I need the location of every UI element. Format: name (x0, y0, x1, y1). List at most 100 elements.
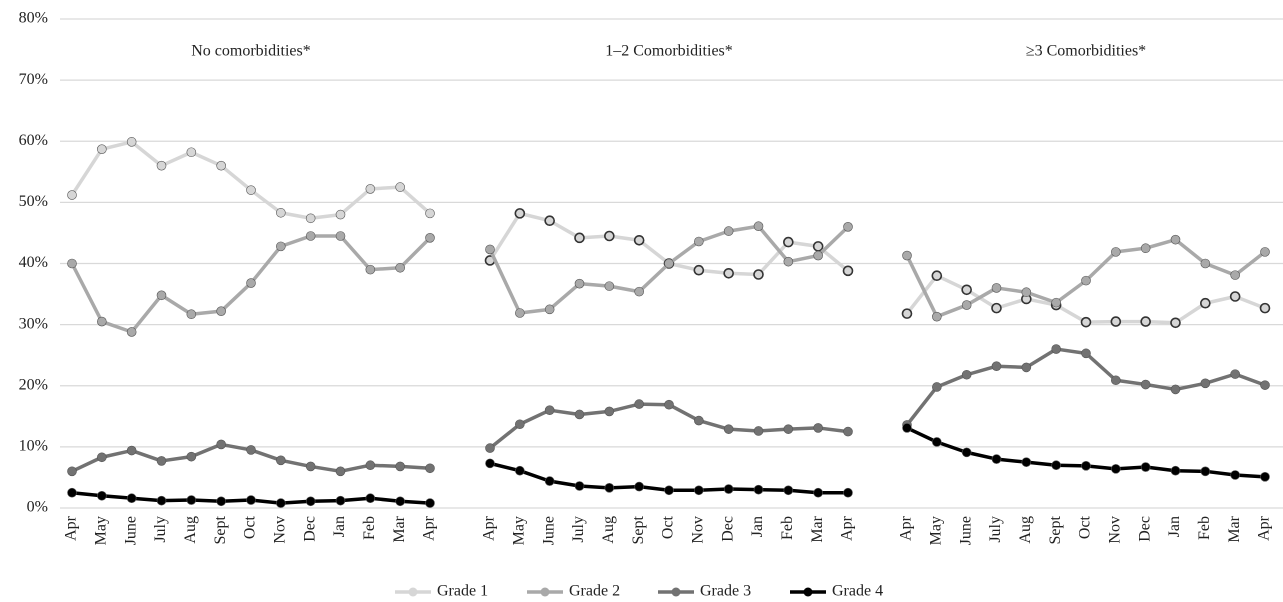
point (186, 495, 197, 505)
point (664, 258, 674, 269)
point (932, 311, 942, 322)
point (1111, 247, 1121, 257)
x-tick-label: Nov (1107, 516, 1124, 544)
x-tick-label: June (122, 516, 139, 545)
point (365, 493, 376, 504)
legend-label: Grade 4 (832, 583, 883, 600)
point (783, 236, 794, 248)
x-tick-label: Sept (1047, 515, 1064, 544)
x-tick-label: May (511, 516, 528, 545)
x-tick-label: Mar (1226, 515, 1243, 542)
point (783, 256, 794, 267)
point (156, 160, 167, 171)
point (335, 231, 346, 241)
point (544, 476, 555, 486)
point (156, 456, 167, 466)
point (1260, 472, 1270, 482)
point (485, 458, 495, 469)
series-line (905, 347, 1266, 426)
point (753, 221, 764, 232)
point (574, 232, 585, 244)
x-tick-label: Apr (63, 515, 80, 541)
point (961, 284, 972, 296)
point (126, 137, 137, 147)
x-tick-label: Sept (630, 515, 647, 544)
point (604, 406, 615, 417)
x-tick-label: Apr (1256, 515, 1273, 541)
point (604, 281, 615, 291)
point (1051, 297, 1061, 308)
point (723, 267, 734, 279)
point (425, 498, 435, 508)
point (276, 241, 286, 252)
point (1259, 302, 1271, 314)
point (932, 437, 942, 447)
point (843, 426, 853, 437)
point (961, 369, 972, 380)
x-tick-label: Feb (361, 516, 378, 540)
panel-title: 1–2 Comorbidities* (605, 43, 733, 60)
point (395, 182, 405, 192)
x-tick-label: Mar (809, 515, 826, 542)
legend-label: Grade 3 (700, 583, 751, 600)
legend-label: Grade 1 (437, 583, 488, 600)
point (664, 399, 674, 410)
point (67, 258, 77, 269)
y-tick-label: 70% (19, 71, 48, 88)
x-tick-label: Nov (690, 516, 707, 544)
point (694, 415, 704, 426)
point (902, 423, 912, 433)
point (901, 308, 913, 319)
point (1081, 275, 1091, 286)
point (126, 493, 137, 504)
x-tick-label: Dec (301, 516, 318, 542)
point (335, 466, 346, 477)
point (902, 250, 912, 261)
point (961, 447, 972, 458)
point (1170, 234, 1181, 245)
x-tick-label: Jan (749, 516, 766, 537)
point (1170, 317, 1181, 329)
point (1051, 460, 1061, 471)
point (305, 496, 316, 507)
point (1111, 375, 1121, 386)
point (723, 226, 734, 236)
point (1140, 379, 1151, 390)
point (843, 222, 853, 232)
point (842, 265, 854, 277)
point (1200, 258, 1211, 269)
point (812, 241, 824, 252)
y-tick-label: 0% (27, 499, 48, 516)
legend-marker (803, 587, 813, 597)
point (1170, 384, 1181, 395)
point (246, 185, 256, 195)
point (1170, 465, 1181, 476)
x-tick-label: Feb (779, 516, 796, 540)
point (783, 424, 794, 434)
x-tick-label: Mar (391, 515, 408, 542)
point (67, 466, 77, 477)
point (604, 483, 615, 493)
point (991, 361, 1002, 371)
x-tick-label: Nov (272, 516, 289, 544)
series-line (488, 402, 849, 450)
point (425, 463, 435, 474)
point (753, 426, 764, 436)
x-tick-label: Aug (600, 516, 617, 544)
point (1200, 466, 1211, 477)
point (813, 423, 823, 433)
point (186, 147, 197, 158)
point (246, 495, 256, 505)
point (276, 455, 286, 466)
point (753, 484, 764, 495)
point (246, 278, 256, 288)
point (216, 306, 226, 316)
y-tick-label: 30% (19, 315, 48, 332)
point (634, 399, 644, 409)
point (395, 461, 405, 472)
point (544, 215, 555, 227)
point (961, 300, 972, 310)
x-tick-label: Aug (182, 516, 199, 544)
point (664, 485, 674, 496)
